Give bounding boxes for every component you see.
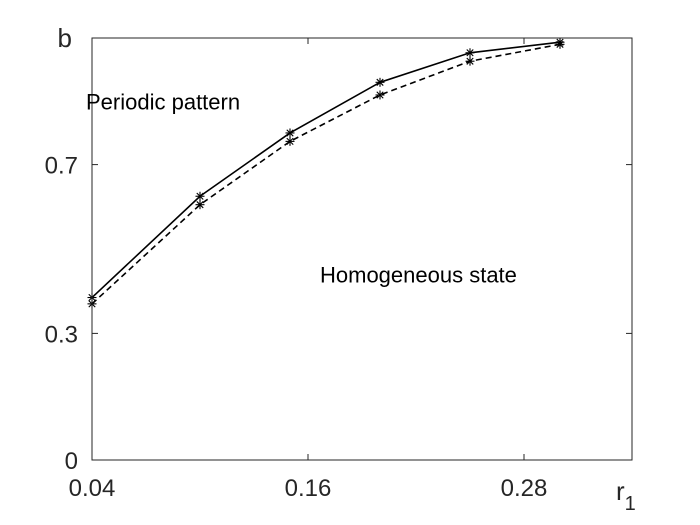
data-point bbox=[195, 200, 205, 210]
x-tick-label: 0.04 bbox=[69, 475, 116, 502]
x-axis-label: r1 bbox=[616, 476, 636, 515]
y-tick-label: 0.7 bbox=[45, 153, 78, 180]
plot-area bbox=[87, 37, 565, 309]
data-point bbox=[555, 39, 565, 49]
tick-labels: 0.04 0.16 0.28 0 0.3 0.7 bbox=[45, 153, 548, 502]
x-tick-label: 0.28 bbox=[501, 475, 548, 502]
data-point bbox=[375, 77, 385, 87]
data-point bbox=[285, 136, 295, 146]
annotation-label: Periodic pattern bbox=[86, 89, 240, 114]
data-point bbox=[465, 56, 475, 66]
data-point bbox=[375, 90, 385, 100]
y-axis-label: b bbox=[58, 23, 72, 53]
y-tick-label: 0 bbox=[65, 448, 78, 475]
x-axis-label-main: r bbox=[616, 476, 625, 506]
data-point bbox=[285, 128, 295, 138]
axes-box bbox=[91, 37, 633, 461]
ticks bbox=[91, 38, 632, 461]
series-line-1 bbox=[91, 41, 561, 299]
y-tick-label: 0.3 bbox=[45, 321, 78, 348]
x-tick-label: 0.16 bbox=[285, 475, 332, 502]
annotation-label: Homogeneous state bbox=[320, 262, 517, 287]
annotations: Periodic pattern Homogeneous state bbox=[86, 89, 517, 287]
x-axis-label-subscript: 1 bbox=[625, 493, 636, 515]
data-point bbox=[465, 48, 475, 58]
series-line-2 bbox=[91, 43, 561, 305]
data-point bbox=[195, 191, 205, 201]
